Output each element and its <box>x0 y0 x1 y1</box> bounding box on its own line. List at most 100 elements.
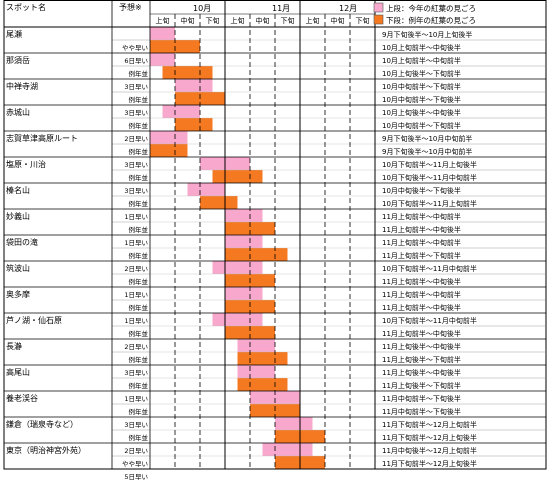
period-normal-year: 11月上旬後半～下旬前半 <box>382 381 461 390</box>
forecast-normal-year: 6日早い <box>124 57 148 65</box>
period-normal-year: 10月中旬前半～下旬前半 <box>382 121 461 130</box>
spot-name: 袋田の滝 <box>6 237 38 247</box>
forecast-this-year: 例年並 <box>129 329 149 338</box>
period-this-year: 11月上旬前半～中旬前半 <box>382 290 461 299</box>
header-month-oct: 10月 <box>193 4 211 13</box>
legend-normal-year: 下段：例年の紅葉の見ごろ <box>386 15 476 25</box>
header-period-8: 下旬 <box>356 16 370 25</box>
bar-normal-year <box>162 66 213 79</box>
forecast-normal-year: 2日早い <box>124 447 148 455</box>
header-period-2: 下旬 <box>206 16 220 25</box>
forecast-normal-year: 1日早い <box>124 239 148 247</box>
forecast-this-year: 例年並 <box>129 381 149 390</box>
bar-this-year <box>250 391 300 404</box>
table-row: 東京（明治神宮外苑） やや早い 5日早い 11月中旬後半～12月上旬前半 11月下旬前半… <box>6 445 477 480</box>
spot-name: 奥多摩 <box>6 289 30 299</box>
period-normal-year: 11月下旬前半～12月上旬後半 <box>382 459 477 468</box>
legend-swatch-normal-year <box>373 14 384 25</box>
bar-this-year <box>162 105 200 118</box>
spot-name: 長瀞 <box>6 341 22 351</box>
period-normal-year: 10月下旬前半～11月上旬前半 <box>382 199 477 208</box>
forecast-this-year: 例年並 <box>129 251 149 260</box>
period-this-year: 10月上旬後半～中旬後半 <box>382 108 461 117</box>
forecast-this-year: 例年並 <box>129 225 149 234</box>
bar-normal-year <box>212 170 263 183</box>
period-headers: 上旬 中旬 下旬 上旬 中旬 下旬 上旬 中旬 下旬 <box>156 16 370 25</box>
forecast-this-year: 例年並 <box>129 95 149 104</box>
bar-this-year <box>225 287 263 300</box>
header-forecast: 予想※ <box>119 2 142 12</box>
table-grid <box>3 0 547 470</box>
forecast-normal-year: 3日早い <box>124 187 148 195</box>
bar-this-year <box>262 443 313 456</box>
forecast-this-year: 例年並 <box>129 173 149 182</box>
forecast-this-year: 例年並 <box>129 69 149 78</box>
forecast-normal-year: 3日早い <box>124 161 148 169</box>
bar-normal-year <box>200 196 238 209</box>
header-period-5: 下旬 <box>281 16 295 25</box>
forecast-normal-year: 3日早い <box>124 369 148 377</box>
period-normal-year: 10月下旬後半～11月中旬前半 <box>382 173 477 182</box>
header-period-4: 中旬 <box>256 16 270 25</box>
header-month-nov: 11月 <box>272 4 290 13</box>
spot-name: 芦ノ湖・仙石原 <box>6 315 62 325</box>
legend-this-year: 上段：今年の紅葉の見ごろ <box>386 3 476 13</box>
forecast-normal-year: 3日早い <box>124 421 148 429</box>
forecast-this-year: 例年並 <box>129 303 149 312</box>
forecast-normal-year: 2日早い <box>124 265 148 273</box>
bar-this-year <box>150 53 175 66</box>
forecast-this-year: 例年並 <box>129 199 149 208</box>
bar-this-year <box>225 235 263 248</box>
forecast-this-year: 例年並 <box>129 121 149 130</box>
period-this-year: 10月上旬前半～中旬前半 <box>382 56 461 65</box>
header-period-1: 中旬 <box>181 16 195 25</box>
spot-name: 赤城山 <box>6 107 30 117</box>
forecast-normal-year: 3日早い <box>124 109 148 117</box>
forecast-this-year: やや早い <box>122 460 148 468</box>
period-normal-year: 11月上旬後半～下旬前半 <box>382 355 461 364</box>
header-period-0: 上旬 <box>156 16 170 25</box>
period-this-year: 11月下旬前半～12月上旬前半 <box>382 420 477 429</box>
header-month-dec: 12月 <box>339 4 357 13</box>
period-this-year: 11月上旬後半～中旬後半 <box>382 342 461 351</box>
period-normal-year: 11月上旬前半～中旬後半 <box>382 303 461 312</box>
period-normal-year: 11月上旬前半～下旬前半 <box>382 251 461 260</box>
bar-normal-year <box>225 326 275 339</box>
forecast-normal-year: 1日早い <box>124 213 148 221</box>
forecast-this-year: やや早い <box>122 44 148 52</box>
period-normal-year: 10月上旬前半～中旬後半 <box>382 43 461 52</box>
spot-name: 那須岳 <box>6 55 30 65</box>
forecast-normal-year: 5日早い <box>124 473 148 480</box>
period-this-year: 11月中旬前半～下旬後半 <box>382 394 461 403</box>
bar-this-year <box>225 209 263 222</box>
spot-name: 中禅寺湖 <box>6 81 38 91</box>
spot-name: 尾瀬 <box>6 29 22 39</box>
bar-this-year <box>150 27 175 40</box>
period-this-year: 10月中旬前半～下旬前半 <box>382 82 461 91</box>
forecast-this-year: 例年並 <box>129 355 149 364</box>
period-normal-year: 9月下旬後半～10月中旬前半 <box>382 147 472 156</box>
spot-name: 東京（明治神宮外苑） <box>6 445 86 455</box>
period-normal-year: 10月中旬前半～下旬後半 <box>382 95 461 104</box>
forecast-this-year: 例年並 <box>129 277 149 286</box>
period-normal-year: 11月上旬前半～中旬後半 <box>382 225 461 234</box>
period-this-year: 10月下旬前半～11月中旬前半 <box>382 264 477 273</box>
period-normal-year: 11月下旬前半～12月上旬後半 <box>382 433 477 442</box>
bar-normal-year <box>225 248 288 261</box>
bar-normal-year <box>237 378 288 391</box>
forecast-normal-year: 2日早い <box>124 135 148 143</box>
table-row: 鎌倉（瑞泉寺など） 例年並 2日早い 11月下旬前半～12月上旬前半 11月下旬前半～1… <box>6 419 477 455</box>
